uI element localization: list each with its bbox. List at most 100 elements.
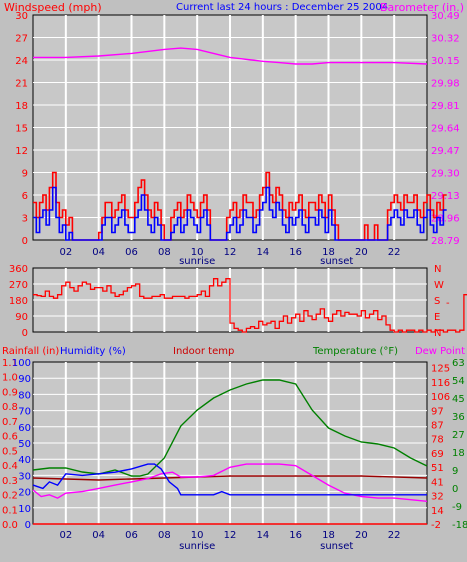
- sunrise-marker: sunrise: [179, 541, 215, 552]
- barometer-tick-label: 28.79: [431, 236, 460, 247]
- x-tick-label: 02: [59, 247, 72, 258]
- windspeed-tick-label: 30: [15, 11, 28, 22]
- windspeed-axis-label: Windspeed (mph): [4, 1, 102, 14]
- x-tick-label: 22: [388, 530, 401, 541]
- rainfall-tick-label: 0.6: [2, 432, 18, 443]
- direction-compass-tick: E: [434, 312, 440, 323]
- x-tick-label: 14: [256, 530, 269, 541]
- dewpoint-tick-label: 87: [431, 421, 444, 432]
- x-tick-label: 06: [125, 530, 138, 541]
- x-tick-label: 10: [191, 247, 204, 258]
- direction-degree-tick: 0: [22, 328, 28, 339]
- windspeed-tick-label: 6: [22, 191, 28, 202]
- x-tick-label: 06: [125, 247, 138, 258]
- x-tick-label: 08: [158, 247, 171, 258]
- direction-degree-tick: 90: [15, 312, 28, 323]
- temperature-tick-label: 0: [452, 484, 458, 495]
- barometer-axis-label: Barometer (in.): [380, 1, 464, 14]
- dewpoint-tick-label: 125: [431, 364, 450, 375]
- dewpoint-tick-label: 106: [431, 392, 450, 403]
- rainfall-tick-label: 1.1: [2, 358, 18, 369]
- windspeed-tick-label: 18: [15, 101, 28, 112]
- dewpoint-tick-label: 116: [431, 378, 450, 389]
- x-tick-label: 18: [322, 530, 335, 541]
- rainfall-tick-label: 0.3: [2, 476, 18, 487]
- direction-compass-tick: N: [434, 328, 441, 339]
- windspeed-tick-label: 9: [22, 169, 28, 180]
- rainfall-tick-label: 0.5: [2, 446, 18, 457]
- x-tick-label: 08: [158, 530, 171, 541]
- humidity-tick-label: 60: [18, 423, 31, 434]
- x-tick-label: 16: [289, 530, 302, 541]
- rainfall-tick-label: 0.4: [2, 461, 18, 472]
- rainfall-axis-label: Rainfall (in): [2, 346, 59, 357]
- dewpoint-tick-label: 41: [431, 477, 444, 488]
- direction-dash-glyph: -: [446, 298, 450, 309]
- humidity-tick-label: 0: [25, 520, 31, 531]
- x-tick-label: 02: [59, 530, 72, 541]
- rainfall-tick-label: 0.7: [2, 417, 18, 428]
- humidity-tick-label: 50: [18, 439, 31, 450]
- barometer-tick-label: 29.81: [431, 101, 460, 112]
- dewpoint-tick-label: 78: [431, 435, 444, 446]
- x-tick-label: 22: [388, 247, 401, 258]
- barometer-tick-label: 29.30: [431, 169, 460, 180]
- windspeed-tick-label: 21: [15, 79, 28, 90]
- dewpoint-axis-label: Dew Point: [415, 346, 465, 357]
- dewpoint-tick-label: 97: [431, 406, 444, 417]
- x-tick-label: 18: [322, 247, 335, 258]
- barometer-tick-label: 29.64: [431, 124, 460, 135]
- direction-degree-tick: 180: [9, 296, 28, 307]
- temperature-tick-label: 63: [452, 358, 465, 369]
- x-tick-label: 12: [224, 530, 237, 541]
- rainfall-tick-label: 0.8: [2, 402, 18, 413]
- x-tick-label: 16: [289, 247, 302, 258]
- temperature-tick-label: 54: [452, 376, 465, 387]
- temperature-tick-label: 27: [452, 430, 465, 441]
- humidity-tick-label: 20: [18, 488, 31, 499]
- windspeed-tick-label: 3: [22, 214, 28, 225]
- windspeed-tick-label: 12: [15, 146, 28, 157]
- windspeed-tick-label: 15: [15, 124, 28, 135]
- humidity-axis-label: Humidity (%): [60, 346, 126, 357]
- barometer-tick-label: 30.49: [431, 11, 460, 22]
- x-tick-label: 10: [191, 530, 204, 541]
- temperature-tick-label: -9: [452, 502, 462, 513]
- humidity-tick-label: 40: [18, 455, 31, 466]
- rainfall-tick-label: 0.9: [2, 387, 18, 398]
- temperature-tick-label: 45: [452, 394, 465, 405]
- humidity-tick-label: 90: [18, 374, 31, 385]
- barometer-tick-label: 29.98: [431, 79, 460, 90]
- rainfall-tick-label: 0.0: [2, 520, 18, 531]
- x-tick-label: 12: [224, 247, 237, 258]
- rainfall-tick-label: 0.2: [2, 491, 18, 502]
- temperature-axis-label: Temperature (°F): [312, 346, 398, 357]
- dewpoint-tick-label: -2: [431, 520, 441, 531]
- temperature-tick-label: 18: [452, 448, 465, 459]
- barometer-tick-label: 30.15: [431, 56, 460, 67]
- dewpoint-tick-label: 51: [431, 463, 444, 474]
- chart-title: Current last 24 hours : December 25 2004: [176, 2, 388, 13]
- indoor-temp-label: Indoor temp: [173, 346, 234, 357]
- x-tick-label: 20: [355, 530, 368, 541]
- windspeed-tick-label: 0: [22, 236, 28, 247]
- barometer-line: [33, 47, 428, 65]
- sunset-marker: sunset: [320, 541, 353, 552]
- dewpoint-tick-label: 32: [431, 492, 444, 503]
- windspeed-tick-label: 24: [15, 56, 28, 67]
- wind-average-line: [33, 186, 447, 241]
- barometer-tick-label: 29.47: [431, 146, 460, 157]
- humidity-tick-label: 80: [18, 390, 31, 401]
- barometer-tick-label: 28.96: [431, 214, 460, 225]
- rainfall-tick-label: 1.0: [2, 373, 18, 384]
- humidity-tick-label: 30: [18, 471, 31, 482]
- indoor-temp-line: [32, 475, 428, 481]
- rainfall-tick-label: 0.1: [2, 505, 18, 516]
- dewpoint-tick-label: 14: [431, 506, 444, 517]
- barometer-tick-label: 29.13: [431, 191, 460, 202]
- direction-compass-tick: S: [434, 296, 440, 307]
- x-tick-label: 04: [92, 530, 105, 541]
- wind-direction-line: [33, 278, 467, 333]
